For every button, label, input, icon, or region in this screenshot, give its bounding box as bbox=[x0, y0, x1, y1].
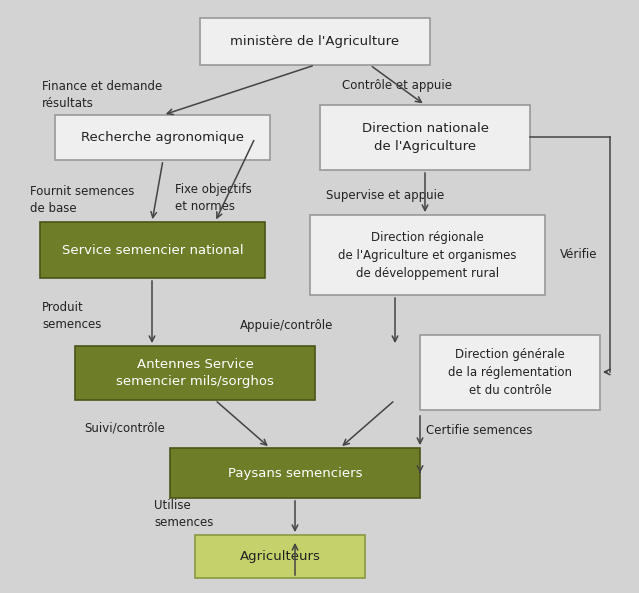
Text: Fournit semences
de base: Fournit semences de base bbox=[30, 185, 134, 215]
Bar bbox=[40, 222, 265, 278]
Bar bbox=[170, 448, 420, 498]
Text: Direction régionale
de l'Agriculture et organismes
de développement rural: Direction régionale de l'Agriculture et … bbox=[338, 231, 517, 279]
Bar bbox=[420, 335, 600, 410]
Text: Supervise et appuie: Supervise et appuie bbox=[326, 190, 444, 202]
Text: Direction générale
de la réglementation
et du contrôle: Direction générale de la réglementation … bbox=[448, 348, 572, 397]
Text: Contrôle et appuie: Contrôle et appuie bbox=[342, 78, 452, 91]
Text: Direction nationale
de l'Agriculture: Direction nationale de l'Agriculture bbox=[362, 122, 488, 153]
Text: Suivi/contrôle: Suivi/contrôle bbox=[84, 422, 165, 435]
Text: Paysans semenciers: Paysans semenciers bbox=[227, 467, 362, 480]
Text: Certifie semences: Certifie semences bbox=[426, 423, 532, 436]
Text: Utilise
semences: Utilise semences bbox=[154, 499, 213, 529]
Bar bbox=[195, 535, 365, 578]
Bar bbox=[310, 215, 545, 295]
Text: Agriculteurs: Agriculteurs bbox=[240, 550, 320, 563]
Text: Appuie/contrôle: Appuie/contrôle bbox=[240, 320, 334, 333]
Bar bbox=[55, 115, 270, 160]
Text: Vérifie: Vérifie bbox=[560, 248, 597, 262]
Text: Fixe objectifs
et normes: Fixe objectifs et normes bbox=[175, 183, 252, 213]
Text: Produit
semences: Produit semences bbox=[42, 301, 102, 331]
Text: Finance et demande
résultats: Finance et demande résultats bbox=[42, 80, 162, 110]
Text: Antennes Service
semencier mils/sorghos: Antennes Service semencier mils/sorghos bbox=[116, 358, 274, 388]
Bar bbox=[200, 18, 430, 65]
Text: Service semencier national: Service semencier national bbox=[62, 244, 243, 257]
Bar bbox=[75, 346, 315, 400]
Text: ministère de l'Agriculture: ministère de l'Agriculture bbox=[231, 35, 399, 48]
Text: Recherche agronomique: Recherche agronomique bbox=[81, 131, 244, 144]
Bar bbox=[320, 105, 530, 170]
